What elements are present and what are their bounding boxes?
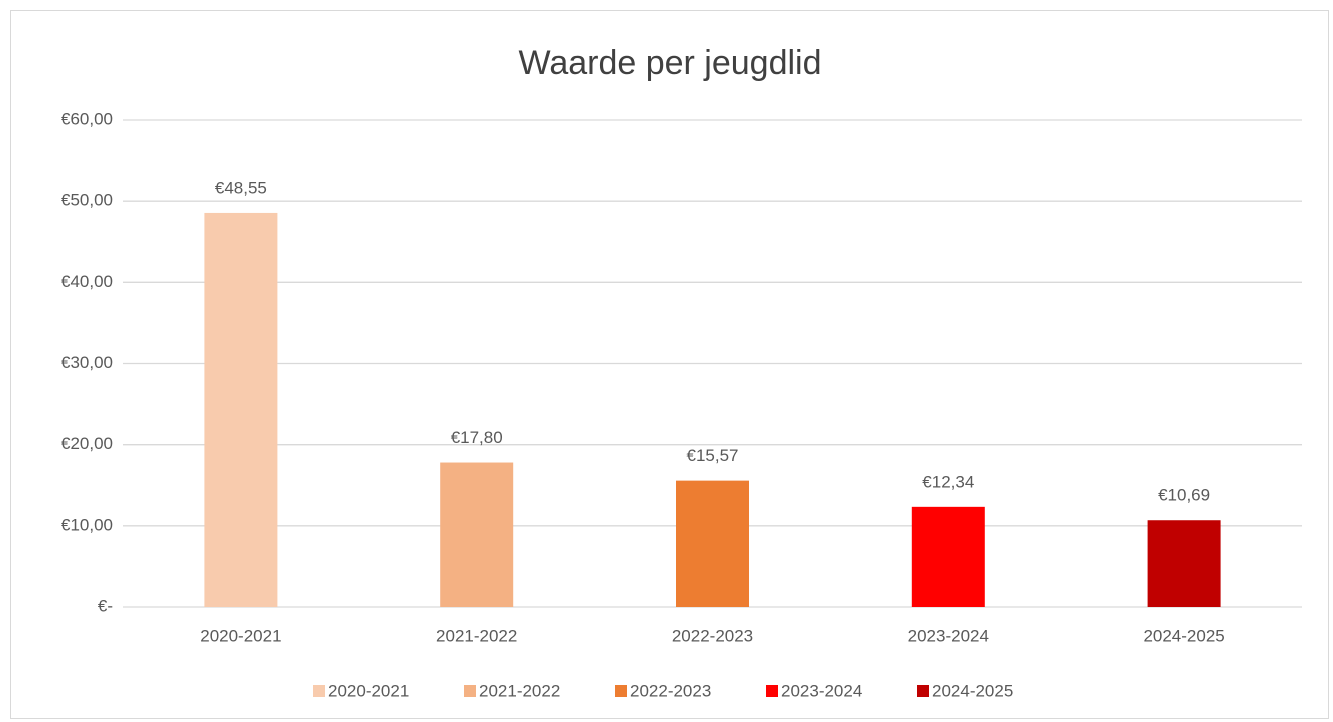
data-label: €12,34: [922, 472, 974, 491]
data-label: €17,80: [451, 428, 503, 447]
legend-label: 2022-2023: [630, 681, 711, 700]
y-tick-label: €-: [98, 596, 113, 615]
legend-swatch: [464, 685, 476, 697]
data-label: €10,69: [1158, 486, 1210, 505]
x-tick-label: 2021-2022: [436, 626, 517, 645]
bar: [676, 480, 749, 607]
bar: [1147, 520, 1221, 607]
bar: [204, 212, 278, 607]
x-tick-label: 2024-2025: [1143, 626, 1224, 645]
legend-label: 2021-2022: [479, 681, 560, 700]
legend-label: 2023-2024: [781, 681, 862, 700]
legend-swatch: [766, 685, 778, 697]
y-tick-label: €50,00: [61, 191, 113, 210]
legend-label: 2024-2025: [932, 681, 1013, 700]
x-tick-label: 2022-2023: [672, 626, 753, 645]
bar: [440, 462, 514, 607]
x-tick-label: 2023-2024: [908, 626, 989, 645]
legend-label: 2020-2021: [328, 681, 409, 700]
y-tick-label: €20,00: [61, 434, 113, 453]
x-tick-label: 2020-2021: [200, 626, 281, 645]
chart-title: Waarde per jeugdlid: [518, 44, 821, 82]
legend-swatch: [313, 685, 325, 697]
legend-swatch: [615, 685, 627, 697]
data-label: €48,55: [215, 178, 267, 197]
data-label: €15,57: [687, 446, 739, 465]
legend-swatch: [917, 685, 929, 697]
y-tick-label: €40,00: [61, 272, 113, 291]
y-tick-label: €30,00: [61, 353, 113, 372]
y-tick-label: €60,00: [61, 109, 113, 128]
bar: [911, 506, 985, 607]
y-tick-label: €10,00: [61, 515, 113, 534]
